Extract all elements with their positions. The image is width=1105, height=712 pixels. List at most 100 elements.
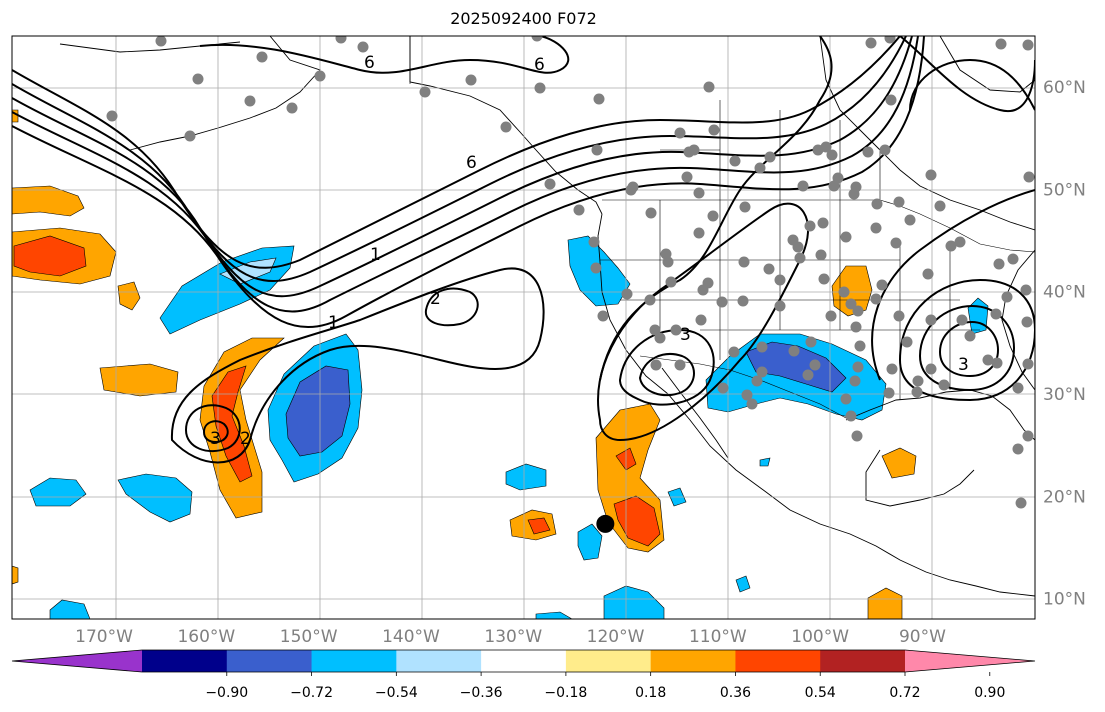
station-dot (106, 110, 118, 122)
station-dot (787, 234, 799, 246)
red-region (13, 235, 87, 277)
station-dot (911, 386, 923, 398)
station-dot (956, 314, 968, 326)
latitude-label: 60°N (1043, 78, 1086, 98)
station-dot (1007, 253, 1019, 265)
station-dot (741, 389, 753, 401)
contour-line (184, 404, 241, 453)
station-dot (717, 382, 729, 394)
blue-region (535, 611, 573, 619)
station-dot (850, 181, 862, 193)
station-dot (645, 207, 657, 219)
station-dot (883, 387, 895, 399)
contour-line (918, 304, 1016, 392)
station-dot (870, 222, 882, 234)
contour-label: 6 (534, 55, 545, 75)
station-dot (964, 330, 976, 342)
station-dot (544, 178, 556, 190)
station-dot (870, 293, 882, 305)
station-dot (357, 41, 369, 53)
station-dot (788, 345, 800, 357)
station-dot (934, 200, 946, 212)
contour-label: 3 (210, 429, 221, 449)
coastlines (59, 36, 1035, 597)
colorbar-segment (226, 650, 313, 672)
contour-line (618, 328, 715, 406)
station-dot (938, 379, 950, 391)
latitude-label: 50°N (1043, 180, 1086, 200)
station-dot (862, 146, 874, 158)
station-dot (756, 341, 768, 353)
colorbar-segment (481, 650, 567, 672)
station-dot (865, 37, 877, 49)
colorbar-segment (650, 650, 736, 672)
station-dot (849, 375, 861, 387)
station-dot (703, 81, 715, 93)
station-dot (825, 310, 837, 322)
station-dot (746, 398, 758, 410)
station-dot (851, 430, 863, 442)
station-dot (826, 149, 838, 161)
station-dot (1022, 358, 1034, 370)
station-dot (702, 277, 714, 289)
colorbar-label: 0.36 (720, 685, 751, 701)
contour-line (170, 267, 545, 464)
colorbar-label: 0.54 (805, 685, 836, 701)
gridlines (12, 36, 1035, 619)
station-dot (886, 363, 898, 375)
station-dot (192, 73, 204, 85)
contour-labels: 6 6 6 1 1 2 2 3 3 3 (210, 53, 969, 449)
station-dot (925, 363, 937, 375)
us-mexico-border (639, 355, 847, 419)
station-dot (670, 324, 682, 336)
station-dot (729, 155, 741, 167)
longitude-label: 100°W (791, 627, 849, 647)
station-dot (728, 346, 740, 358)
contour-label: 6 (466, 153, 477, 173)
red-region (527, 517, 551, 535)
station-dot (621, 288, 633, 300)
station-dot (805, 336, 817, 348)
blue-region (577, 523, 603, 561)
darkblue-region (745, 341, 847, 393)
contour-line (638, 353, 695, 397)
station-dot (654, 332, 666, 344)
station-dot (335, 36, 347, 44)
colorbar-label: 0.90 (974, 685, 1005, 701)
station-dot (650, 359, 662, 371)
orange-region (12, 185, 85, 217)
baja-coast (661, 367, 729, 459)
station-dot (739, 201, 751, 213)
station-dot (809, 359, 821, 371)
colorbar-label: −0.54 (375, 685, 418, 701)
colorbar-segment (565, 650, 652, 672)
contour-label: 1 (370, 245, 381, 265)
station-dot (286, 102, 298, 114)
longitude-labels: 170°W 160°W 150°W 140°W 130°W 120°W 110°W 100°W… (75, 627, 946, 647)
station-dot (815, 249, 827, 261)
colorbar-segment (905, 650, 1035, 672)
station-dot (982, 354, 994, 366)
contour-label: 6 (364, 53, 375, 73)
station-dot (737, 295, 749, 307)
station-dot (764, 151, 776, 163)
station-dot (890, 237, 902, 249)
station-dot (591, 144, 603, 156)
station-dot (665, 276, 677, 288)
orange-region (881, 447, 917, 479)
blue-region (759, 457, 771, 467)
blue-region (117, 473, 193, 523)
us-west-coast (597, 213, 1035, 597)
station-dot (627, 181, 639, 193)
alaska-west-coast (129, 36, 321, 151)
orange-region (867, 587, 903, 619)
station-dot (649, 324, 661, 336)
contour-line (424, 287, 479, 327)
station-dot (754, 162, 766, 174)
station-dot (1015, 497, 1027, 509)
station-dot (756, 366, 768, 378)
contour-line (199, 36, 570, 74)
colorbar-segment (396, 650, 482, 672)
longitude-label: 120°W (587, 627, 645, 647)
contour-line (898, 278, 1035, 402)
